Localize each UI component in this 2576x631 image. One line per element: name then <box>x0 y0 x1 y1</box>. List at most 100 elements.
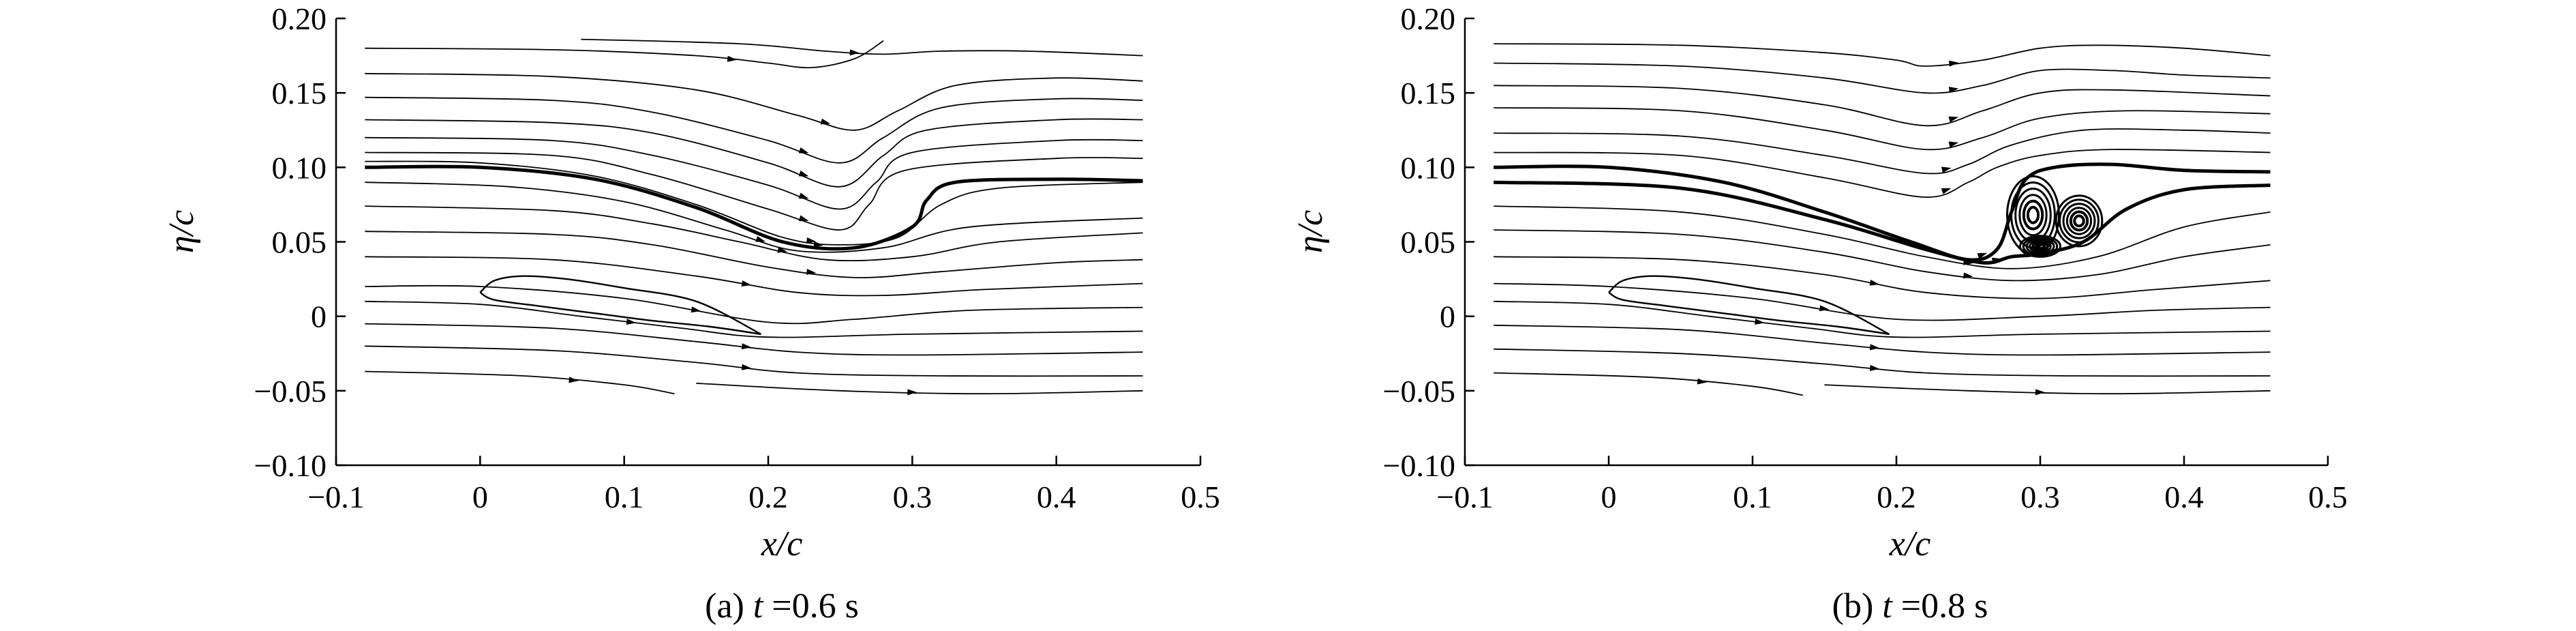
panel-b-x-axis-title: x/c <box>1889 525 1931 563</box>
panel-b-streamline <box>1494 180 2271 265</box>
panel-a-streamline <box>365 323 1143 356</box>
panel-b-vortex-2-ring <box>2065 207 2093 235</box>
panel-b-streamline <box>1494 348 2271 377</box>
panel-b-y-tick-label: 0.05 <box>1401 225 1456 260</box>
panel-b-streamline <box>1494 229 2271 282</box>
panel-a-streamline <box>581 38 1143 57</box>
panel-a-y-tick-label: −0.10 <box>254 448 327 483</box>
panel-b-caption-prefix: (b) <box>1832 587 1883 626</box>
panel-a-y-tick-label: 0.10 <box>272 150 327 185</box>
panel-b-flow-arrow-icon <box>1755 319 1765 325</box>
panel-b-y-axis-title: η/c <box>1291 210 1330 253</box>
panel-b-caption: (b) t =0.8 s <box>1832 587 1988 626</box>
panel-b-x-tick-label: 0 <box>1601 480 1617 514</box>
panel-b-flow-arrow-icon <box>2035 389 2045 396</box>
panel-b-y-tick-label: 0.20 <box>1401 1 1456 36</box>
panel-a-caption-value: =0.6 s <box>763 587 859 626</box>
panel-b-flow-arrow-icon <box>1819 305 1830 312</box>
panel-b-flow-arrow-icon <box>1948 60 1959 67</box>
panel-b-flow-arrow-icon <box>1948 116 1959 123</box>
panel-b-flow-arrow-icon <box>1941 166 1952 173</box>
panel-a-y-tick-label: 0.05 <box>272 225 327 260</box>
panel-b-streamline <box>1494 62 2271 94</box>
panel-a-streamline <box>365 72 1143 131</box>
panel-a-streamline <box>696 383 1143 395</box>
panel-a-x-tick-label: 0.4 <box>1037 480 1076 514</box>
panel-b-x-tick-label: 0.3 <box>2020 480 2060 514</box>
panel-b-vortex-2-ring <box>2069 210 2089 232</box>
panel-a-x-tick-label: −0.1 <box>307 480 364 514</box>
panel-b-streamline <box>1494 372 1803 396</box>
panel-b-vortex-1-ring <box>2018 194 2048 237</box>
panel-b-vortex-2-ring <box>2073 214 2085 228</box>
panel-a-flow-arrow-icon <box>806 268 817 275</box>
panel-b-vortex-2-ring <box>2062 203 2096 239</box>
panel-a-flow-arrow-icon <box>798 147 809 153</box>
panel-b-streamline <box>1494 85 2271 127</box>
panel-a-y-tick-label: 0.15 <box>272 76 327 111</box>
panel-b-vortex-3-ring <box>2035 243 2046 250</box>
panel-b-y-tick-label: 0.15 <box>1401 76 1456 111</box>
panel-a-streamline <box>365 370 675 395</box>
panel-b-vortex-3-ring <box>2022 236 2059 256</box>
panel-a-streamline <box>365 231 1143 278</box>
panel-a-streamline <box>365 164 1143 251</box>
panel-b-vortex-1-ring <box>2022 199 2044 231</box>
panel-a-flow-arrow-icon <box>777 246 787 253</box>
panel-a-x-tick-label: 0.2 <box>748 480 788 514</box>
panel-a-airfoil-lower-surface <box>479 291 761 336</box>
panel-a-flow-arrow-icon <box>569 377 579 383</box>
panel-b-airfoil-upper-surface <box>1608 275 1890 335</box>
panel-b-streamline <box>1494 300 2271 338</box>
panel-a-flow-arrow-icon <box>691 306 701 313</box>
panel-b-streamline <box>1494 162 2271 262</box>
panel-b-streamline <box>1494 149 2271 198</box>
panel-b-vortex-2-ring <box>2059 199 2100 244</box>
panel-b-flow-arrow-icon <box>1941 188 1952 194</box>
panel-a-streamline <box>365 96 1143 164</box>
panel-b-flow-arrow-icon <box>1963 259 1973 265</box>
panel-a-streamline <box>365 181 1143 253</box>
panel-a-y-tick-label: 0.20 <box>272 1 327 36</box>
panel-a-x-axis-title: x/c <box>761 525 803 563</box>
panel-b-flow-arrow-icon <box>1963 272 1973 279</box>
panel-a-flow-arrow-icon <box>755 236 766 242</box>
panel-b-flow-arrow-icon <box>1869 279 1880 286</box>
panel-a-flow-arrow-icon <box>907 389 918 396</box>
panel-b-caption-value: =0.8 s <box>1892 587 1988 626</box>
panel-b-x-tick-label: −0.1 <box>1436 480 1493 514</box>
panel-a-streamline <box>365 118 1143 188</box>
panel-a-flow-arrow-icon <box>626 319 637 325</box>
panel-b-streamline <box>1494 43 2271 67</box>
panel-b-streamline <box>1824 384 2271 395</box>
panel-b-flow-arrow-icon <box>1869 344 1880 351</box>
panel-a-streamline <box>365 151 1143 231</box>
panel-b-x-tick-label: 0.2 <box>1877 480 1916 514</box>
panel-b-flow-arrow-icon <box>1977 252 1988 259</box>
panel-b-flow-arrow-icon <box>1948 141 1959 148</box>
panel-a-streamline <box>365 160 1143 246</box>
panel-a-flow-arrow-icon <box>798 192 809 199</box>
panel-a-streamline <box>365 40 884 69</box>
panel-b-streamline <box>1494 128 2271 175</box>
panel-a-flow-arrow-icon <box>806 237 817 244</box>
panel-a-x-tick-label: 0 <box>472 480 488 514</box>
panel-a-streamline <box>365 345 1143 377</box>
panel-a-streamline <box>365 284 1143 325</box>
panel-a-streamline <box>365 205 1143 262</box>
panel-a-streamline <box>365 300 1143 338</box>
panel-b-streamline <box>1494 107 2271 151</box>
panel-b-streamline <box>1494 205 2271 269</box>
panel-b-x-tick-label: 0.5 <box>2308 480 2348 514</box>
panel-b-y-tick-label: −0.05 <box>1383 374 1455 409</box>
panel-b-y-tick-label: −0.10 <box>1383 448 1455 483</box>
panel-b-caption-variable: t <box>1882 587 1893 626</box>
panel-a-y-axis-title: η/c <box>162 210 201 253</box>
panel-a-streamline <box>365 136 1143 210</box>
panel-b-flow-arrow-icon <box>1697 378 1708 385</box>
panel-b-vortex-3-ring <box>2025 238 2055 255</box>
panel-a-caption: (a) t =0.6 s <box>705 587 859 626</box>
panel-b-y-tick-label: 0 <box>1440 299 1455 334</box>
